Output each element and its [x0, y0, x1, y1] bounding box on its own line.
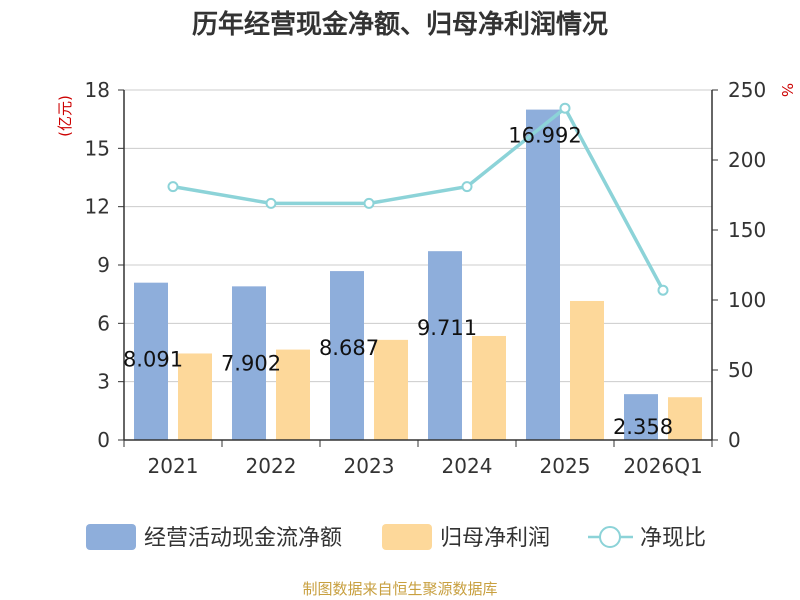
x-tick-label: 2025 [540, 454, 591, 478]
bar-cashflow [232, 286, 266, 440]
bar-netprofit [374, 339, 408, 440]
bar-cashflow [134, 282, 168, 440]
x-tick-label: 2026Q1 [623, 454, 702, 478]
left-tick-label: 6 [97, 311, 110, 335]
legend-netprofit-swatch [382, 524, 432, 550]
right-axis-unit: % [778, 83, 796, 97]
x-tick-label: 2022 [246, 454, 297, 478]
bar-value-label: 7.902 [221, 351, 281, 375]
ratio-point [363, 197, 375, 209]
right-tick-label: 0 [728, 428, 741, 452]
bar-netprofit [472, 335, 506, 440]
bar-cashflow [330, 271, 364, 440]
right-tick-label: 250 [728, 78, 766, 102]
bar-netprofit [178, 353, 212, 440]
left-tick-label: 0 [97, 428, 110, 452]
x-tick-label: 2023 [344, 454, 395, 478]
ratio-point [461, 181, 473, 193]
left-axis-unit: (亿元) [56, 95, 74, 137]
left-tick-label: 15 [85, 136, 110, 160]
bar-netprofit [570, 300, 604, 440]
legend-ratio-label: 净现比 [640, 526, 706, 551]
x-tick-label: 2024 [442, 454, 493, 478]
right-tick-label: 50 [728, 358, 753, 382]
legend-cashflow-swatch [86, 524, 136, 550]
bar-cashflow [624, 394, 658, 440]
right-tick-label: 100 [728, 288, 766, 312]
chart-title: 历年经营现金净额、归母净利润情况 [191, 10, 608, 40]
bar-value-label: 16.992 [508, 124, 581, 148]
ratio-point [265, 197, 277, 209]
left-tick-label: 3 [97, 370, 110, 394]
bar-value-label: 2.358 [613, 415, 673, 439]
legend-ratio-marker [599, 526, 621, 548]
legend-cashflow-label: 经营活动现金流净额 [144, 526, 342, 551]
bar-netprofit [276, 349, 310, 440]
bar-value-label: 8.091 [123, 348, 183, 372]
bar-cashflow [428, 251, 462, 440]
legend-netprofit-label: 归母净利润 [440, 526, 550, 551]
left-tick-label: 12 [85, 195, 110, 219]
ratio-point [167, 181, 179, 193]
right-tick-label: 200 [728, 148, 766, 172]
source-note: 制图数据来自恒生聚源数据库 [302, 580, 498, 598]
left-tick-label: 18 [85, 78, 110, 102]
left-tick-label: 9 [97, 253, 110, 277]
ratio-point [657, 284, 669, 296]
x-tick-label: 2021 [148, 454, 199, 478]
bar-value-label: 8.687 [319, 336, 379, 360]
bar-value-label: 9.711 [417, 316, 477, 340]
ratio-point [559, 102, 571, 114]
right-tick-label: 150 [728, 218, 766, 242]
bar-cashflow [526, 109, 560, 440]
bar-netprofit [668, 397, 702, 440]
ratio-line [172, 105, 665, 292]
